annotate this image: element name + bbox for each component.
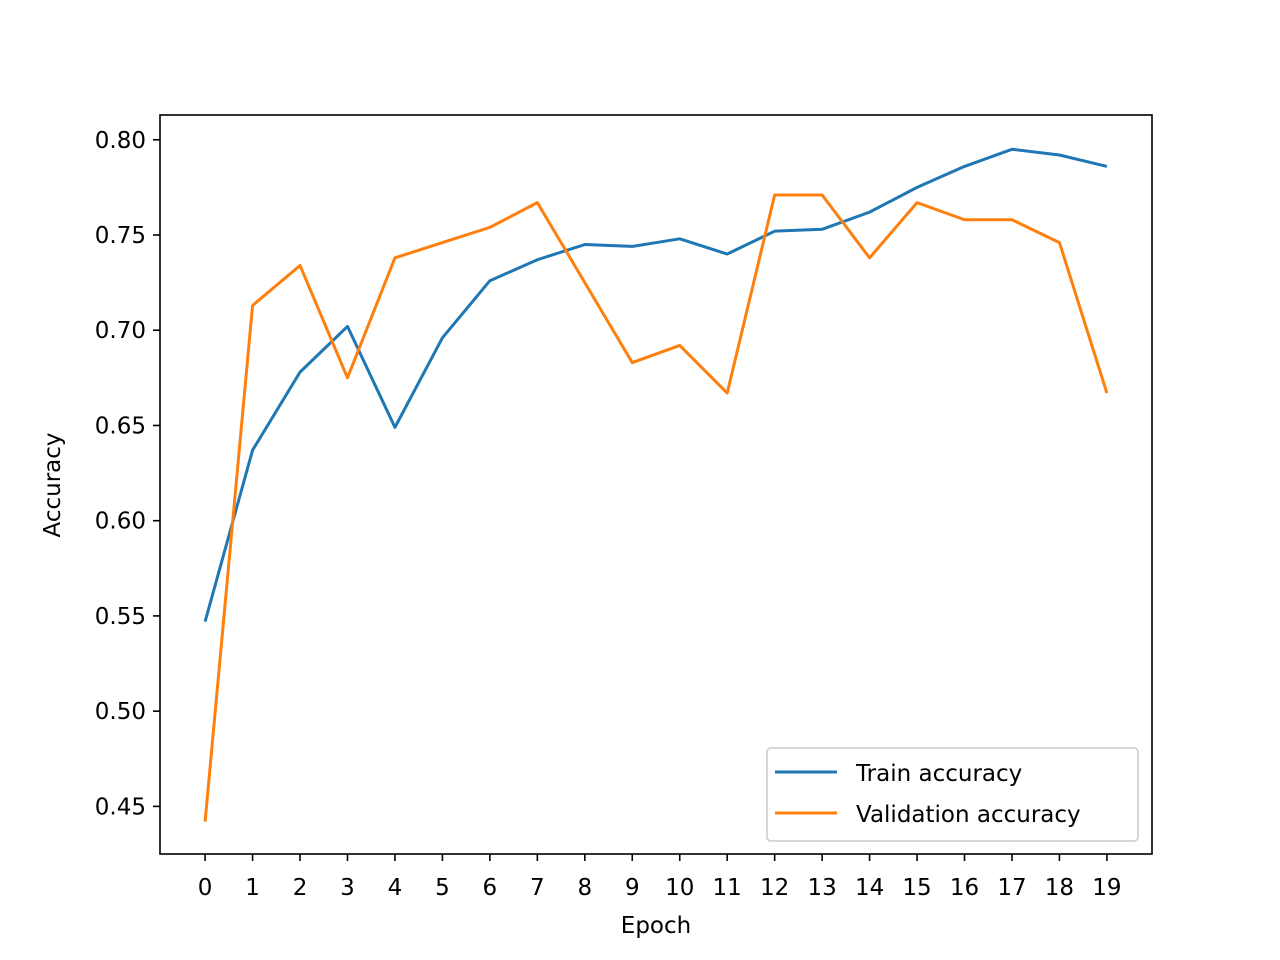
x-tick-label: 4 — [388, 875, 403, 901]
plot-area — [160, 115, 1152, 854]
y-tick-label: 0.45 — [95, 794, 146, 820]
x-tick-label: 5 — [435, 875, 450, 901]
x-tick-label: 7 — [530, 875, 545, 901]
legend-box — [766, 747, 1139, 842]
x-tick-label: 3 — [340, 875, 355, 901]
x-tick-label: 15 — [902, 875, 931, 901]
legend: Train accuracy Validation accuracy — [766, 747, 1139, 842]
x-tick-label: 19 — [1092, 875, 1121, 901]
legend-label-train: Train accuracy — [855, 761, 1022, 787]
y-axis: 0.45 0.50 0.55 0.60 0.65 0.70 0.75 0.80 — [95, 128, 160, 820]
x-tick-label: 12 — [760, 875, 789, 901]
y-tick-label: 0.55 — [95, 604, 146, 630]
x-axis-label: Epoch — [621, 913, 691, 939]
y-tick-label: 0.70 — [95, 318, 146, 344]
x-tick-label: 13 — [807, 875, 836, 901]
y-axis-label: Accuracy — [40, 432, 66, 537]
x-tick-label: 10 — [665, 875, 694, 901]
x-tick-label: 11 — [713, 875, 742, 901]
x-tick-label: 16 — [950, 875, 979, 901]
x-tick-label: 1 — [245, 875, 260, 901]
x-tick-label: 6 — [483, 875, 498, 901]
x-tick-label: 9 — [625, 875, 640, 901]
y-tick-label: 0.80 — [95, 128, 146, 154]
x-tick-label: 0 — [198, 875, 213, 901]
y-tick-label: 0.50 — [95, 699, 146, 725]
x-tick-label: 8 — [577, 875, 592, 901]
y-tick-label: 0.75 — [95, 223, 146, 249]
x-tick-label: 14 — [855, 875, 884, 901]
series-line-validation — [203, 193, 1109, 822]
series-line-train — [203, 147, 1108, 623]
plot-frame — [159, 114, 1153, 855]
series-layer — [203, 147, 1109, 822]
x-tick-label: 17 — [997, 875, 1026, 901]
x-axis: 0 1 2 3 4 5 6 7 8 9 10 11 12 13 14 15 16 17 18 19 — [198, 854, 1122, 901]
x-tick-label: 2 — [293, 875, 308, 901]
y-tick-label: 0.60 — [95, 509, 146, 535]
x-tick-label: 18 — [1045, 875, 1074, 901]
legend-label-validation: Validation accuracy — [856, 802, 1081, 828]
y-tick-label: 0.65 — [95, 413, 146, 439]
